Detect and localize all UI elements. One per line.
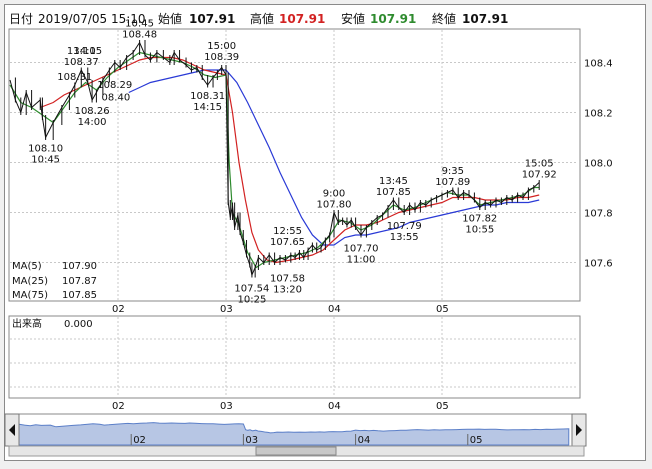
volume-x-tick-label: 02 [112, 401, 125, 412]
y-tick-label: 108.0 [584, 159, 613, 170]
close-value: 107.91 [462, 12, 508, 26]
close-label: 終値 [432, 11, 456, 26]
annotation-label: 10:45 [31, 155, 60, 166]
y-tick-label: 108.4 [584, 59, 613, 70]
ma25-line [39, 56, 540, 264]
date-label: 日付 [9, 12, 33, 26]
navigator-area [18, 422, 570, 446]
annotation-label: 10:45 [125, 19, 154, 30]
annotation-label: 13:55 [390, 232, 419, 243]
x-tick-label: 03 [220, 304, 233, 315]
volume-panel [8, 315, 581, 399]
volume-x-tick-label: 05 [436, 401, 449, 412]
y-tick-label: 107.8 [584, 209, 613, 220]
header-bar: 日付 2019/07/05 15:10 始値 107.91 高値 107.91 … [9, 11, 508, 26]
legend-ma75-value: 107.85 [62, 290, 97, 301]
legend-ma5-value: 107.90 [62, 261, 97, 272]
annotation-label: 107.89 [435, 177, 470, 188]
annotation-label: 107.92 [522, 170, 557, 181]
scrollbar-thumb[interactable] [255, 446, 337, 456]
legend-ma5-label: MA(5) [12, 261, 42, 272]
annotation-label: 14:00 [78, 117, 107, 128]
low-label: 安値 [341, 11, 365, 26]
annotation-label: 13:45 [379, 176, 408, 187]
annotation-label: 108.26 [75, 106, 110, 117]
annotation-label: 08.40 [102, 93, 131, 104]
high-value: 107.91 [279, 12, 325, 26]
annotation-label: 107.80 [317, 200, 352, 211]
x-tick-label: 05 [436, 304, 449, 315]
left-arrow-icon [9, 424, 15, 436]
datetime-value: 2019/07/05 15:10 [38, 12, 146, 26]
legend-ma75-label: MA(75) [12, 290, 48, 301]
annotation-label: 12:55 [273, 226, 302, 237]
annotation-label: 9:35 [442, 166, 464, 177]
chart-window [4, 4, 646, 461]
right-arrow-icon [576, 424, 582, 436]
annotation-layer: 108.1010:4513:10108.37108.3114:15108.291… [28, 19, 557, 306]
price-line [9, 41, 540, 277]
navigator-tick-label: 05 [470, 435, 483, 446]
annotation-label: 108.48 [122, 30, 157, 41]
annotation-label: 107.54 [234, 284, 269, 295]
annotation-label: 13:10 [67, 46, 96, 57]
annotation-label: 107.58 [270, 274, 305, 285]
navigator-tick-label: 03 [245, 435, 258, 446]
high-label: 高値 [250, 11, 274, 26]
series-layer [9, 40, 540, 278]
annotation-label: 108.31 [57, 72, 92, 83]
annotation-label: 10:25 [238, 295, 267, 306]
navigator-tick-label: 02 [133, 435, 146, 446]
annotation-label: 108.37 [64, 57, 99, 68]
annotation-label: 108.39 [204, 52, 239, 63]
open-label: 始値 [158, 11, 182, 26]
annotation-label: 9:00 [323, 189, 345, 200]
legend-ma25-label: MA(25) [12, 276, 48, 287]
x-tick-label: 04 [328, 304, 341, 315]
annotation-label: 107.65 [270, 237, 305, 248]
navigator[interactable]: 02 03 04 05 [4, 413, 587, 457]
navigator-ticks: 02 03 04 05 [130, 434, 483, 446]
annotation-label: 108.10 [28, 144, 63, 155]
annotation-label: 108.29 [97, 80, 132, 91]
y-tick-label: 107.6 [584, 259, 613, 270]
nav-left-button[interactable] [4, 413, 20, 447]
annotation-label: 108.31 [190, 91, 225, 102]
annotation-label: 11:00 [347, 255, 376, 266]
volume-x-tick-label: 03 [220, 401, 233, 412]
volume-x-axis: 02 03 04 05 [112, 401, 449, 412]
annotation-label: 15:00 [207, 41, 236, 52]
annotation-label: 107.70 [344, 244, 379, 255]
annotation-label: 107.79 [387, 221, 422, 232]
annotation-label: 15:05 [525, 159, 554, 170]
annotation-label: 10:55 [465, 225, 494, 236]
grid-lines [10, 30, 578, 397]
annotation-label: 107.85 [376, 187, 411, 198]
volume-x-tick-label: 04 [328, 401, 341, 412]
annotation-label: 14:15 [73, 46, 102, 57]
volume-value: 0.000 [64, 319, 93, 330]
y-tick-label: 108.2 [584, 109, 613, 120]
legend-ma25-value: 107.87 [62, 276, 97, 287]
navigator-tick-label: 04 [358, 435, 371, 446]
ma-legend: MA(5) 107.90 MA(25) 107.87 MA(75) 107.85 [12, 261, 97, 301]
x-axis: 02 03 04 05 [112, 304, 449, 315]
y-axis: 107.6 107.8 108.0 108.2 108.4 [584, 59, 613, 270]
low-value: 107.91 [370, 12, 416, 26]
volume-label: 出来高 [12, 317, 42, 330]
open-value: 107.91 [189, 12, 235, 26]
annotation-label: 14:15 [193, 102, 222, 113]
nav-right-button[interactable] [571, 413, 587, 447]
annotation-label: 107.82 [462, 214, 497, 225]
annotation-label: 13:20 [273, 285, 302, 296]
x-tick-label: 02 [112, 304, 125, 315]
